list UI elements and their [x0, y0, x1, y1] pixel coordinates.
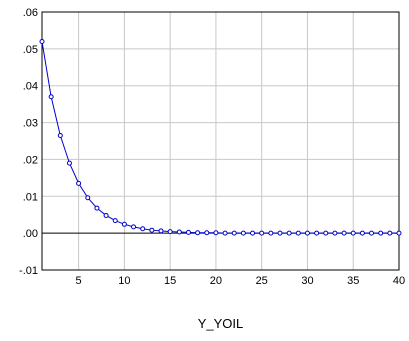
x-tick-label: 20 — [210, 275, 222, 287]
data-point — [396, 230, 402, 236]
data-point — [204, 230, 210, 236]
y-tick-label: .02 — [23, 154, 38, 166]
data-point — [277, 230, 283, 236]
plot-frame — [41, 11, 400, 271]
series-markers — [39, 38, 402, 236]
y-tick-label: -.01 — [19, 265, 38, 277]
data-point — [39, 38, 45, 44]
y-tick-label: .06 — [23, 7, 38, 19]
data-point — [332, 230, 338, 236]
y-axis-tick-labels: -.01 .00 .01 .02 .03 .04 .05 .06 — [19, 7, 38, 277]
data-point — [57, 132, 63, 138]
data-point — [85, 195, 91, 201]
data-point — [213, 230, 219, 236]
x-tick-label: 30 — [301, 275, 313, 287]
x-tick-label: 15 — [164, 275, 176, 287]
data-point — [176, 229, 182, 235]
data-point — [314, 230, 320, 236]
y-tick-label: .01 — [23, 191, 38, 203]
data-point — [112, 218, 118, 224]
data-point — [222, 230, 228, 236]
x-tick-label: 35 — [347, 275, 359, 287]
data-point — [94, 205, 100, 211]
data-point — [259, 230, 265, 236]
data-point — [149, 227, 155, 233]
x-axis-tick-labels: 5 10 15 20 25 30 35 40 — [76, 275, 406, 287]
data-point — [231, 230, 237, 236]
data-point — [286, 230, 292, 236]
y-tick-label: .05 — [23, 44, 38, 56]
x-axis-title: Y_YOIL — [198, 316, 244, 331]
data-point — [48, 94, 54, 100]
data-point — [295, 230, 301, 236]
x-tick-label: 5 — [76, 275, 82, 287]
data-point — [268, 230, 274, 236]
data-point — [350, 230, 356, 236]
data-point — [167, 229, 173, 235]
y-tick-label: .03 — [23, 118, 38, 130]
series-line — [41, 41, 399, 234]
grid-lines — [42, 12, 399, 270]
data-point — [359, 230, 365, 236]
data-point — [387, 230, 393, 236]
data-point — [185, 229, 191, 235]
data-point — [378, 230, 384, 236]
data-point — [369, 230, 375, 236]
x-tick-label: 10 — [118, 275, 130, 287]
data-point — [66, 160, 72, 166]
data-point — [250, 230, 256, 236]
data-point — [121, 221, 127, 227]
y-tick-label: .00 — [23, 228, 38, 240]
data-point — [140, 226, 146, 232]
x-tick-label: 25 — [256, 275, 268, 287]
y-tick-label: .04 — [23, 81, 38, 93]
data-point — [76, 180, 82, 186]
x-tick-label: 40 — [393, 275, 405, 287]
data-point — [240, 230, 246, 236]
data-point — [158, 228, 164, 234]
data-point — [195, 230, 201, 236]
data-point — [304, 230, 310, 236]
data-point — [323, 230, 329, 236]
data-point — [341, 230, 347, 236]
data-point — [103, 212, 109, 218]
data-point — [131, 224, 137, 230]
